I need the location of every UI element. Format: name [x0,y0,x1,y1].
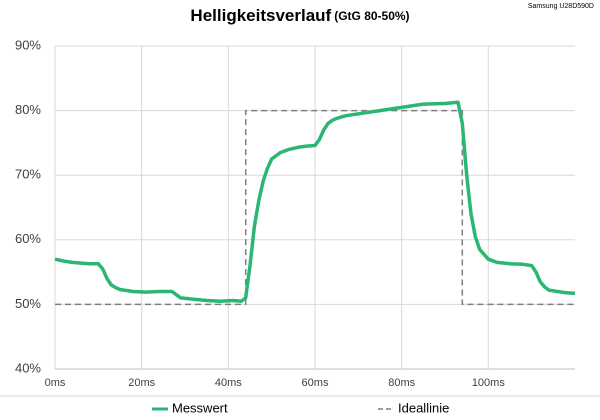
y-tick-label: 70% [15,167,41,182]
legend-label[interactable]: Messwert [172,400,228,415]
y-tick-label: 80% [15,102,41,117]
x-tick-label: 0ms [45,377,66,389]
x-tick-label: 80ms [388,377,415,389]
device-note: Samsung U28D590D [528,3,594,10]
x-tick-label: 100ms [472,377,506,389]
series-line [55,109,575,306]
y-tick-label: 40% [15,360,41,375]
subtitle: (GtG 80-50%) [334,9,409,23]
y-tick-label: 50% [15,296,41,311]
legend-label[interactable]: Ideallinie [398,400,449,415]
title: Helligkeitsverlauf [190,6,331,25]
chart-title: Helligkeitsverlauf (GtG 80-50%) [190,6,409,25]
x-tick-label: 40ms [215,377,242,389]
x-tick-label: 20ms [128,377,155,389]
series-line [54,100,576,303]
x-tick-label: 60ms [302,377,329,389]
y-tick-label: 90% [15,37,41,52]
y-tick-label: 60% [15,231,41,246]
